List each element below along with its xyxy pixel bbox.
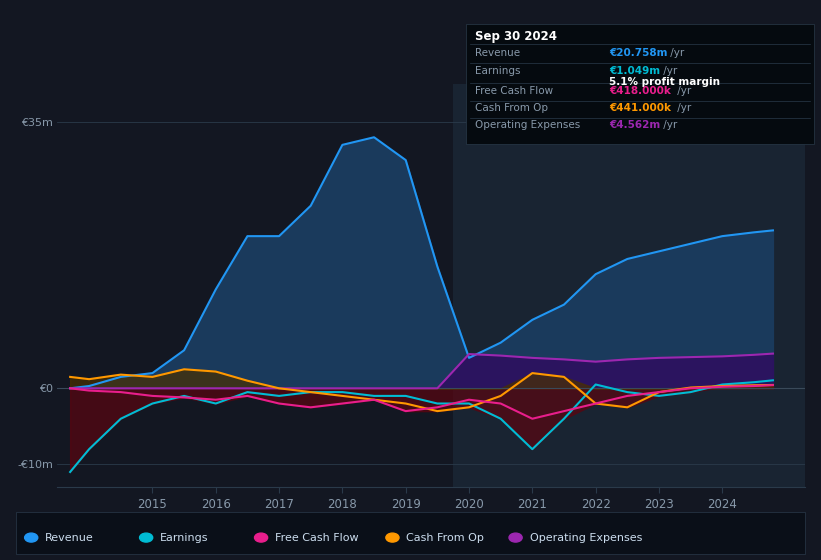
Text: €1.049m: €1.049m xyxy=(609,66,660,76)
Text: /yr: /yr xyxy=(660,66,677,76)
Text: €20.758m: €20.758m xyxy=(609,48,667,58)
Text: Revenue: Revenue xyxy=(45,533,94,543)
Text: Sep 30 2024: Sep 30 2024 xyxy=(475,30,557,43)
Text: Earnings: Earnings xyxy=(475,66,521,76)
Text: 5.1% profit margin: 5.1% profit margin xyxy=(609,77,720,87)
Text: Cash From Op: Cash From Op xyxy=(406,533,484,543)
Text: /yr: /yr xyxy=(674,103,691,113)
Text: /yr: /yr xyxy=(667,48,684,58)
Text: Operating Expenses: Operating Expenses xyxy=(530,533,642,543)
Text: Free Cash Flow: Free Cash Flow xyxy=(275,533,359,543)
Text: €441.000k: €441.000k xyxy=(609,103,672,113)
Text: €4.562m: €4.562m xyxy=(609,120,660,130)
Text: /yr: /yr xyxy=(674,86,691,96)
Text: Cash From Op: Cash From Op xyxy=(475,103,548,113)
Text: €418.000k: €418.000k xyxy=(609,86,671,96)
Text: /yr: /yr xyxy=(660,120,677,130)
Text: Free Cash Flow: Free Cash Flow xyxy=(475,86,553,96)
Text: Operating Expenses: Operating Expenses xyxy=(475,120,580,130)
Text: Revenue: Revenue xyxy=(475,48,521,58)
Bar xyxy=(453,84,805,487)
Text: Earnings: Earnings xyxy=(160,533,209,543)
